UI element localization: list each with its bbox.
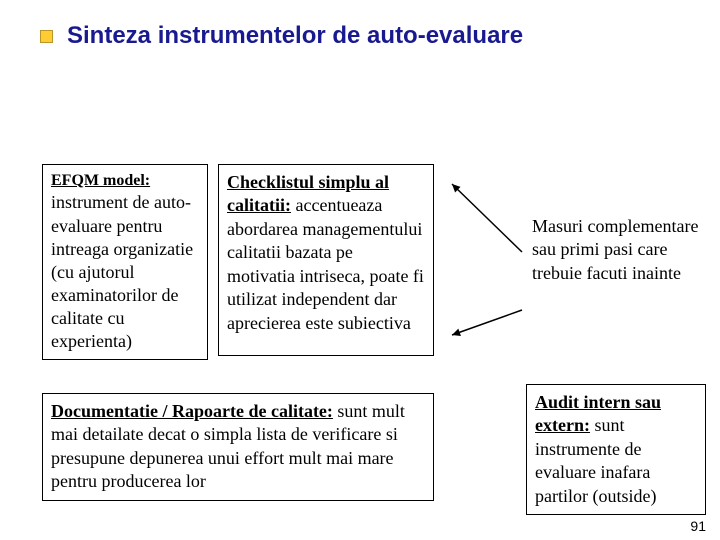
- title-bullet-icon: [40, 30, 53, 43]
- box-efqm-lead: EFQM model:: [51, 171, 199, 191]
- box-audit: Audit intern sau extern: sunt instrument…: [526, 384, 706, 515]
- slide-title: Sinteza instrumentelor de auto-evaluare: [40, 22, 710, 50]
- box-checklist-body: accentueaza abordarea managementului cal…: [227, 195, 424, 332]
- box-checklist: Checklistul simplu al calitatii: accentu…: [218, 164, 434, 356]
- box-doc-lead: Documentatie / Rapoarte de calitate:: [51, 401, 333, 421]
- box-documentation: Documentatie / Rapoarte de calitate: sun…: [42, 393, 434, 501]
- arrow-icon: [443, 301, 531, 344]
- side-note: Masuri complementare sau primi pasi care…: [532, 215, 706, 285]
- box-efqm-body: instrument de auto-evaluare pentru intre…: [51, 191, 199, 352]
- title-text: Sinteza instrumentelor de auto-evaluare: [67, 22, 523, 50]
- arrow-icon: [443, 175, 531, 261]
- box-efqm: EFQM model: instrument de auto-evaluare …: [42, 164, 208, 360]
- page-number: 91: [690, 518, 706, 534]
